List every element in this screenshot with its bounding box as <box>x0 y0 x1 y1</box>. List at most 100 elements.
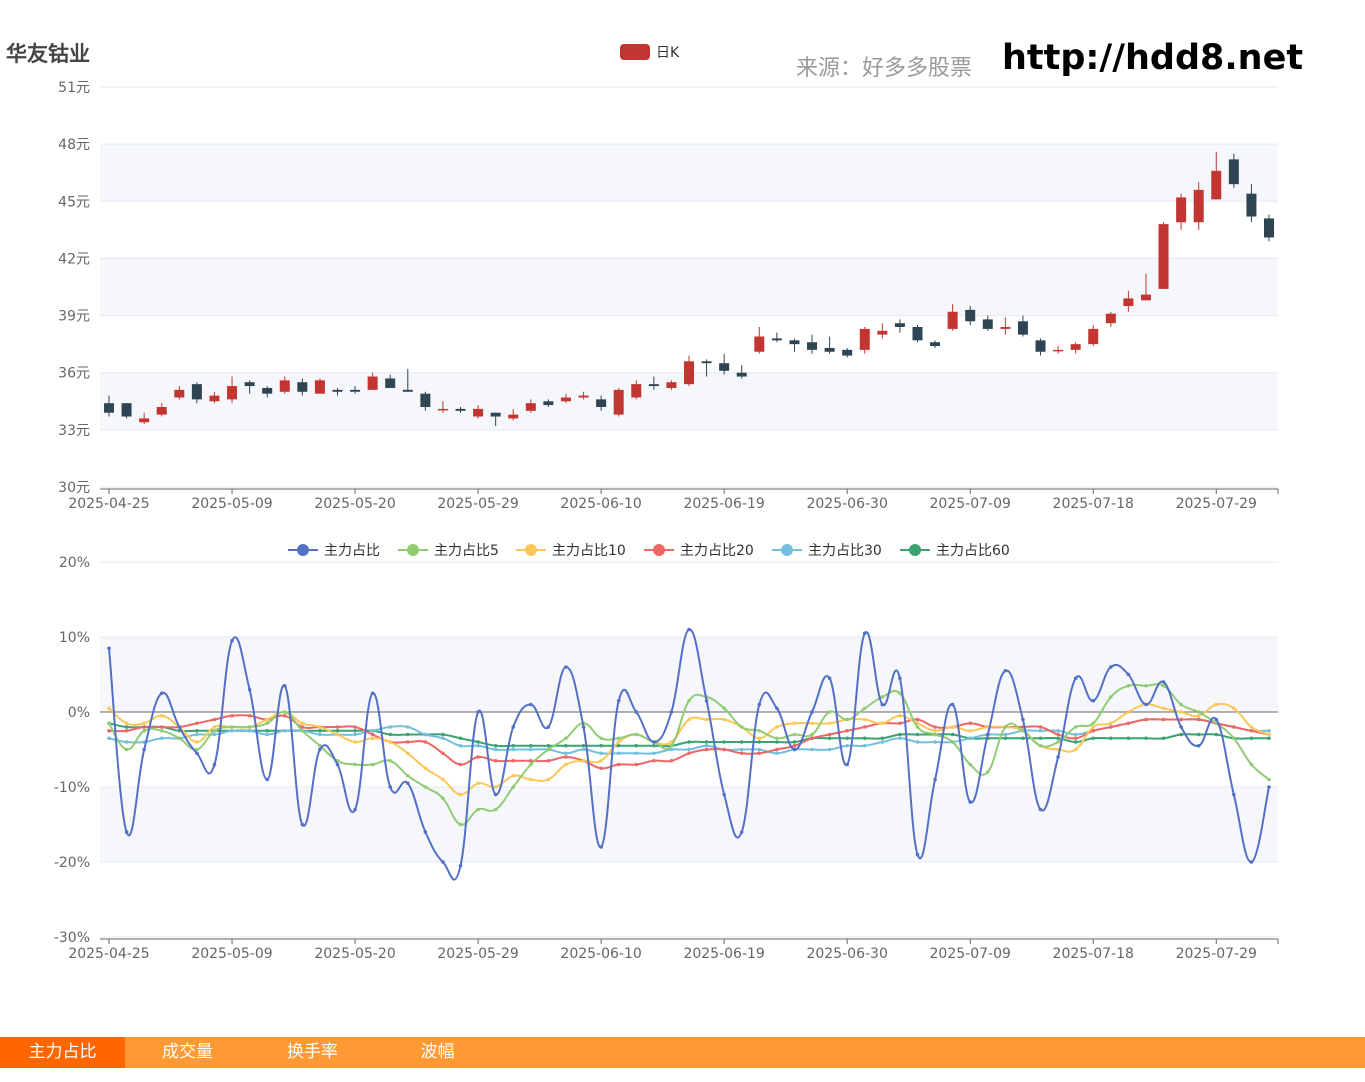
series-point <box>810 732 814 737</box>
ratio-legend-label: 主力占比10 <box>552 543 626 559</box>
series-point <box>318 732 322 737</box>
series-point <box>581 747 586 752</box>
ratio-legend-item[interactable]: 主力占比5 <box>398 543 499 559</box>
series-point <box>616 736 621 741</box>
candle <box>227 376 238 404</box>
series-point <box>915 725 920 729</box>
candle-body <box>807 342 818 350</box>
series-point <box>1091 725 1096 729</box>
series-4 <box>107 713 1271 771</box>
ratio-legend-marker <box>909 544 921 556</box>
series-point <box>634 762 639 767</box>
series-point <box>599 766 603 771</box>
candle-body <box>209 395 220 402</box>
series-point <box>493 792 498 797</box>
candle <box>982 315 993 331</box>
ratio-legend-item[interactable]: 主力占比10 <box>516 543 626 559</box>
series-point <box>318 728 322 733</box>
candle <box>596 395 607 411</box>
series-point <box>1214 702 1219 707</box>
candle-body <box>543 401 554 406</box>
series-point <box>581 743 586 748</box>
candle-body <box>596 399 607 407</box>
series-point <box>1109 736 1113 741</box>
series-point <box>950 702 955 707</box>
series-point <box>142 721 146 726</box>
series-point <box>1144 717 1148 722</box>
candle-body <box>1158 224 1169 289</box>
series-point <box>1073 732 1078 737</box>
candle-body <box>244 382 255 387</box>
candle <box>1140 273 1151 301</box>
tab-main-ratio[interactable]: 主力占比 <box>0 1037 125 1068</box>
candle-body <box>789 340 800 345</box>
series-point <box>1091 698 1096 703</box>
kline-legend[interactable]: 日K <box>620 42 679 62</box>
series-point <box>300 822 305 827</box>
candle-body <box>701 361 712 364</box>
series-point <box>124 728 129 733</box>
series-point <box>1232 706 1236 711</box>
candle <box>121 403 132 419</box>
series-point <box>1196 717 1201 722</box>
kline-x-tick: 2025-07-18 <box>1053 496 1134 512</box>
series-point <box>159 728 164 733</box>
series-point <box>1126 683 1131 688</box>
series-point <box>423 740 428 744</box>
series-point <box>1091 736 1096 741</box>
ratio-x-tick: 2025-05-09 <box>191 946 272 962</box>
series-point <box>1056 740 1060 744</box>
series-point <box>581 725 586 729</box>
series-point <box>405 773 410 778</box>
series-point <box>1109 721 1113 726</box>
series-point <box>1109 695 1113 699</box>
candle-body <box>1035 340 1046 352</box>
kline-y-tick: 30元 <box>58 480 90 496</box>
series-point <box>898 676 902 681</box>
series-point <box>985 732 990 737</box>
series-point <box>1161 683 1166 688</box>
ratio-legend-item[interactable]: 主力占比60 <box>900 543 1010 559</box>
ratio-x-tick: 2025-06-30 <box>806 946 887 962</box>
kline-legend-label: 日K <box>656 45 680 61</box>
series-point <box>1214 717 1219 722</box>
series-point <box>300 728 305 733</box>
series-5 <box>107 717 1271 756</box>
candle <box>1228 153 1239 188</box>
tab-turnover[interactable]: 换手率 <box>287 1042 338 1062</box>
tab-amplitude[interactable]: 波幅 <box>420 1042 455 1062</box>
candle-body <box>877 330 888 335</box>
series-point <box>107 721 111 726</box>
series-point <box>511 743 516 748</box>
series-point <box>124 830 129 834</box>
series-point <box>335 762 340 767</box>
candle-body <box>174 389 185 398</box>
candle <box>314 378 325 394</box>
series-point <box>476 807 480 812</box>
ratio-legend-item[interactable]: 主力占比 <box>288 543 380 559</box>
ratio-legend-label: 主力占比5 <box>434 543 499 559</box>
series-point <box>564 743 568 748</box>
series-point <box>529 747 533 752</box>
series-point <box>1073 740 1078 744</box>
series-point <box>915 732 920 737</box>
series-point <box>529 702 533 707</box>
candle <box>965 306 976 326</box>
series-point <box>687 751 691 756</box>
series-point <box>775 706 779 711</box>
series-point <box>564 762 568 767</box>
kline-x-tick: 2025-05-20 <box>314 496 395 512</box>
ratio-legend-item[interactable]: 主力占比20 <box>644 543 754 559</box>
series-point <box>1091 728 1096 733</box>
series-point <box>370 728 375 733</box>
candle <box>754 327 765 354</box>
ratio-x-tick: 2025-05-29 <box>437 946 518 962</box>
series-point <box>722 792 726 797</box>
series-point <box>669 747 674 752</box>
site-url[interactable]: http://hdd8.net <box>1002 38 1304 78</box>
ratio-legend-item[interactable]: 主力占比30 <box>772 543 882 559</box>
tab-volume[interactable]: 成交量 <box>162 1042 213 1062</box>
candle-body <box>631 384 642 398</box>
source-text: 来源：好多多股票 <box>796 56 973 81</box>
series-point <box>862 725 867 729</box>
